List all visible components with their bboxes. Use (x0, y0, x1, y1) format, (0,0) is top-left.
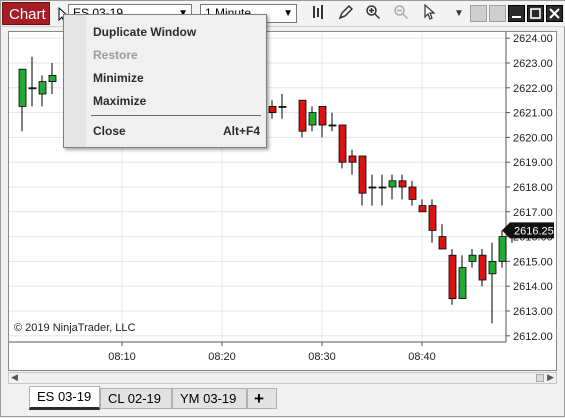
candlestick-plot: 2624.00 2623.00 2622.00 2621.00 2620.00 2619.… (9, 32, 554, 363)
candle-body (448, 254, 457, 299)
candle-body (468, 254, 477, 262)
pencil-icon[interactable] (336, 4, 356, 24)
candle-body (478, 254, 487, 281)
y-tick-label: 2614.00 (513, 281, 553, 293)
candle-body (18, 68, 27, 107)
panel-toggle-button[interactable] (470, 5, 487, 22)
candle-body (368, 186, 377, 189)
candle-body (318, 106, 327, 126)
last-price-marker (502, 222, 554, 239)
candle-body (348, 155, 357, 163)
menu-item-duplicate-window[interactable]: Duplicate Window (93, 25, 197, 39)
instrument-tabs: ES 03-19 CL 02-19 YM 03-19 + (1, 386, 565, 418)
candle-body (428, 205, 437, 231)
x-tick-label: 08:40 (408, 351, 436, 363)
chevron-down-icon: ▼ (283, 8, 293, 19)
candle-body (418, 205, 427, 213)
y-tick-label: 2618.00 (513, 182, 553, 194)
candle-body (398, 180, 407, 188)
y-tick-label: 2613.00 (513, 306, 553, 318)
zoom-in-icon[interactable] (363, 4, 383, 24)
y-tick-label: 2619.00 (513, 157, 553, 169)
scroll-left-icon[interactable]: ◀ (11, 372, 18, 382)
close-button[interactable] (546, 5, 563, 22)
y-tick-label: 2620.00 (513, 132, 553, 144)
candle-body (488, 260, 497, 275)
y-tick-label: 2617.00 (513, 207, 553, 219)
tab-ym-03-19[interactable]: YM 03-19 (172, 388, 247, 409)
panel-toggle-button-2[interactable] (489, 5, 506, 22)
candle-body (408, 186, 417, 200)
candle-body (48, 75, 57, 83)
y-tick-label: 2612.00 (513, 331, 553, 343)
add-tab-button[interactable]: + (247, 388, 277, 409)
candle-body (28, 87, 37, 90)
chart-menu-button[interactable]: Chart (2, 2, 50, 25)
chevron-down-icon: ▼ (178, 5, 188, 22)
x-tick-label: 08:30 (308, 351, 336, 363)
candle-body (388, 180, 397, 188)
tab-cl-02-19[interactable]: CL 02-19 (100, 388, 172, 409)
y-tick-label: 2622.00 (513, 83, 553, 95)
candle-body (338, 124, 347, 163)
close-shortcut: Alt+F4 (222, 124, 260, 138)
menu-item-minimize[interactable]: Minimize (93, 71, 144, 85)
horizontal-scrollbar[interactable]: ◀ ▶ (8, 372, 557, 384)
candle-body (378, 186, 387, 189)
x-tick-label: 08:10 (108, 351, 136, 363)
scroll-right-icon[interactable]: ▶ (547, 372, 554, 382)
candle-body (358, 155, 367, 194)
copyright-label: © 2019 NinjaTrader, LLC (14, 322, 136, 334)
y-tick-label: 2623.00 (513, 58, 553, 70)
x-tick-label: 08:20 (208, 351, 236, 363)
candle-body (268, 106, 277, 114)
candle-body (308, 112, 317, 126)
candle-body (458, 267, 467, 300)
candle-body (498, 236, 507, 262)
pointer-icon[interactable] (419, 3, 439, 24)
last-price-label: 2616.25 (514, 225, 554, 237)
candle-body (278, 106, 287, 108)
candle-body (38, 81, 47, 95)
candle-body (298, 99, 307, 132)
minimize-button[interactable] (508, 5, 525, 22)
menu-item-restore: Restore (93, 48, 138, 62)
maximize-button[interactable] (527, 5, 544, 22)
dropdown-icon[interactable]: ▼ (454, 8, 464, 19)
menu-item-maximize[interactable]: Maximize (93, 94, 147, 108)
scroll-thumb[interactable] (536, 374, 544, 382)
y-tick-label: 2624.00 (513, 33, 553, 45)
tab-es-03-19[interactable]: ES 03-19 (29, 386, 100, 410)
menu-separator (91, 115, 261, 116)
y-tick-label: 2615.00 (513, 256, 553, 268)
context-menu: Duplicate Window Restore Minimize Maximi… (63, 14, 267, 148)
zoom-out-icon[interactable] (391, 4, 411, 24)
menu-item-close[interactable]: Close (93, 124, 126, 138)
candle-body (438, 236, 447, 250)
y-tick-label: 2621.00 (513, 108, 553, 120)
bar-type-icon[interactable] (309, 4, 329, 24)
menu-gutter (64, 15, 86, 147)
candle-body (328, 124, 337, 127)
